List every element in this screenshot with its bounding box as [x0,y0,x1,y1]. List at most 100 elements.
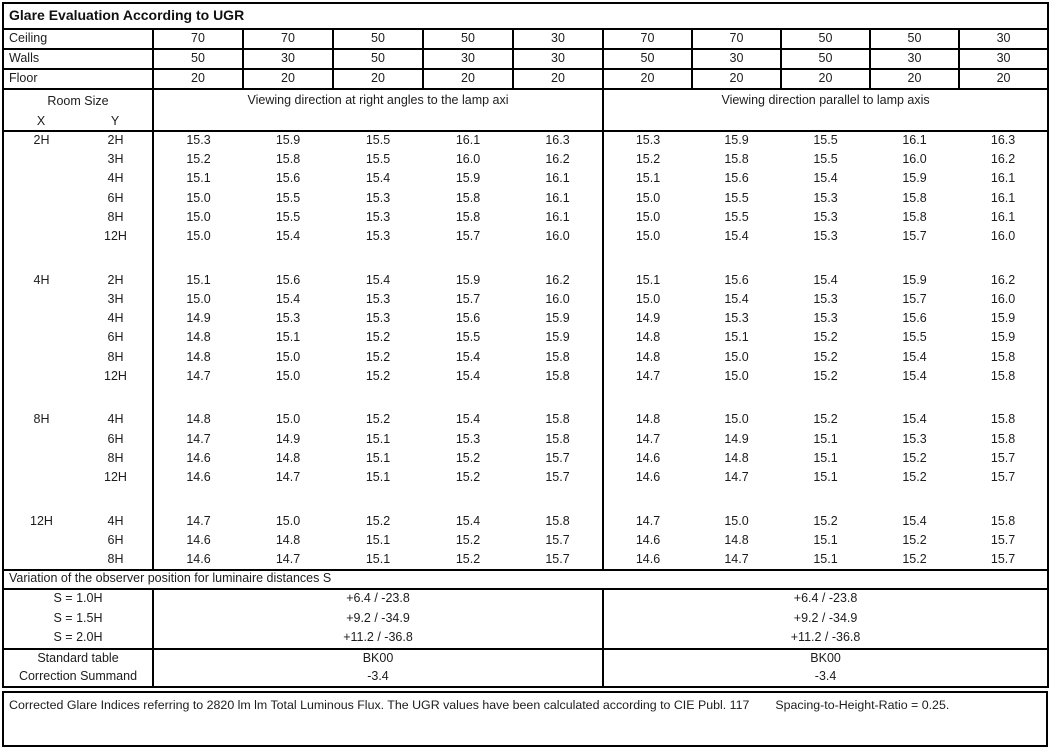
surface-value: 50 [780,48,871,70]
ugr-value: 15.4 [275,229,301,244]
surface-row: Ceiling 70 70 50 50 30 70 70 50 50 30 [2,28,1050,50]
ugr-value: 16.1 [990,209,1016,224]
ugr-value: 15.9 [275,133,301,148]
ugr-value: 16.0 [513,227,604,247]
ugr-value: 15.1 [813,551,838,566]
surface-value: 50 [332,28,424,50]
ugr-value: 14.7 [186,369,211,384]
room-y-value: 6H [79,531,154,551]
surface-label: Floor [2,68,154,90]
ugr-value: 15.4 [902,349,927,364]
ugr-value: 14.8 [635,330,661,345]
room-y-value: 12H [79,468,154,488]
ugr-value: 16.2 [990,152,1016,167]
ugr-value: 16.0 [902,152,927,167]
summary-left-value: BK00 [153,647,604,668]
ugr-value: 15.4 [365,272,391,287]
summary-right-value: -3.4 [814,668,837,683]
ugr-value: 15.3 [813,311,838,326]
room-x-value [3,189,79,208]
viewing-direction-right-header: Viewing direction parallel to lamp axis [603,89,1049,132]
ugr-value: 14.9 [186,311,211,326]
room-y-value: 4H [79,169,154,189]
ugr-value: 15.3 [365,190,391,205]
ugr-value: 14.6 [635,470,661,485]
ugr-value: 16.1 [990,171,1016,186]
summary-label: Correction Summand [3,667,154,687]
ugr-value: 14.8 [275,450,301,465]
ugr-value: 16.1 [902,133,927,148]
variation-left-value: +9.2 / -34.9 [153,608,604,629]
ugr-value: 15.0 [275,369,301,384]
ugr-value: 16.1 [513,188,604,209]
ugr-value: 15.4 [902,513,927,528]
ugr-value: 14.6 [186,470,211,485]
surface-value: 30 [957,48,1050,70]
ugr-value: 15.7 [513,550,604,570]
ugr-value: 15.7 [990,551,1016,566]
room-x-value [3,430,79,449]
ugr-value: 14.7 [635,369,661,384]
ugr-value: 16.1 [513,169,604,189]
ugr-value: 15.1 [186,171,211,186]
ugr-value: 15.2 [365,330,391,345]
ugr-row: 6H 15.0 15.5 15.3 15.8 16.1 15.0 15.5 15.3 15.8 16… [3,188,1048,209]
room-x-value [3,550,79,569]
ugr-value: 14.9 [724,431,749,446]
ugr-value: 15.1 [635,171,661,186]
ugr-value: 15.8 [990,349,1016,364]
column-header-row: Room Size X Y Viewing direction at right… [3,89,1049,132]
surface-value: 70 [152,28,244,50]
ugr-value: 15.2 [902,470,927,485]
surface-value: 30 [869,48,960,70]
ugr-value: 15.2 [902,532,927,547]
room-x-value: 12H [30,513,53,528]
ugr-value: 15.7 [513,468,604,488]
ugr-value: 16.3 [990,133,1016,148]
ugr-value: 15.4 [724,291,749,306]
ugr-value: 14.8 [275,532,301,547]
ugr-value: 15.3 [724,311,749,326]
ugr-value: 15.0 [635,291,661,306]
ugr-value: 14.7 [635,431,661,446]
spacer-cell [153,246,604,271]
footer-text: Corrected Glare Indices referring to 282… [9,697,750,712]
spacer-cell [603,387,1048,411]
ugr-value: 14.6 [635,551,661,566]
surface-value: 20 [602,68,693,90]
footer-ratio: Spacing-to-Height-Ratio = 0.25. [775,697,950,712]
ugr-value: 15.8 [513,410,604,430]
summary-right-value: BK00 [603,647,1049,668]
ugr-value: 15.6 [902,311,927,326]
ugr-row: 3H 15.0 15.4 15.3 15.7 16.0 15.0 15.4 15.3 15.7 16… [3,290,1048,310]
ugr-value: 16.2 [513,270,604,291]
surface-value: 50 [422,28,514,50]
block-spacer-row [3,487,1048,512]
block-spacer-row [3,386,1048,411]
ugr-value: 15.7 [513,449,604,469]
ugr-value: 15.1 [813,431,838,446]
room-x-value [3,150,79,169]
ugr-value: 15.3 [365,209,391,224]
ugr-value: 14.8 [635,412,661,427]
surface-value: 20 [332,68,424,90]
ugr-value: 14.9 [635,311,661,326]
surface-value: 50 [602,48,693,70]
ugr-value: 15.1 [813,532,838,547]
ugr-value: 14.7 [724,551,749,566]
ugr-value: 15.4 [455,513,481,528]
ugr-value: 15.9 [724,133,749,148]
variation-right-value: +11.2 / -36.8 [790,630,861,645]
surface-value: 70 [602,28,693,50]
ugr-value: 14.7 [724,470,749,485]
spacer-cell [3,487,154,512]
surface-value: 20 [422,68,514,90]
surface-value: 20 [691,68,782,90]
surface-label: Walls [2,48,154,70]
variation-label: S = 1.0H [3,588,154,609]
variation-row: S = 1.0H +6.4 / -23.8 +6.4 / -23.8 [3,588,1048,609]
surface-value: 50 [869,28,960,50]
surface-value: 70 [691,28,782,50]
ugr-value: 15.6 [275,272,301,287]
